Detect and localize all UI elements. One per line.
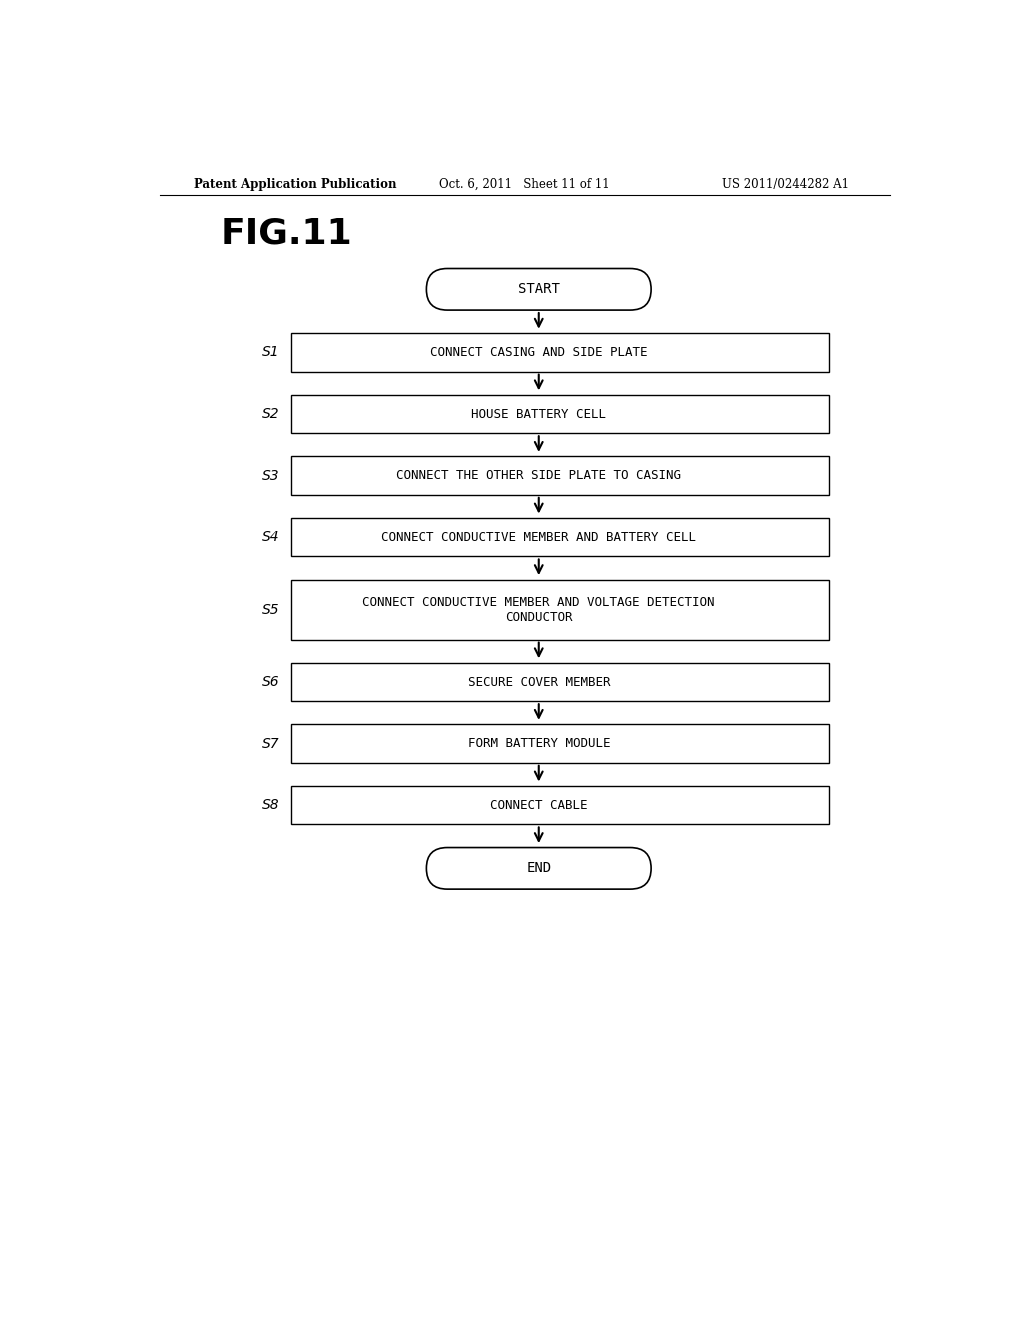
- Text: CONNECT CASING AND SIDE PLATE: CONNECT CASING AND SIDE PLATE: [430, 346, 647, 359]
- Text: Patent Application Publication: Patent Application Publication: [194, 178, 396, 190]
- Text: S4: S4: [261, 531, 280, 544]
- FancyBboxPatch shape: [291, 579, 829, 640]
- Text: SECURE COVER MEMBER: SECURE COVER MEMBER: [468, 676, 610, 689]
- Text: S6: S6: [261, 675, 280, 689]
- FancyBboxPatch shape: [291, 663, 829, 701]
- Text: CONNECT CABLE: CONNECT CABLE: [490, 799, 588, 812]
- FancyBboxPatch shape: [291, 725, 829, 763]
- Text: S8: S8: [261, 799, 280, 812]
- FancyBboxPatch shape: [426, 268, 651, 310]
- Text: S3: S3: [261, 469, 280, 483]
- Text: CONNECT CONDUCTIVE MEMBER AND VOLTAGE DETECTION
CONDUCTOR: CONNECT CONDUCTIVE MEMBER AND VOLTAGE DE…: [362, 595, 715, 623]
- FancyBboxPatch shape: [291, 333, 829, 372]
- FancyBboxPatch shape: [291, 457, 829, 495]
- Text: HOUSE BATTERY CELL: HOUSE BATTERY CELL: [471, 408, 606, 421]
- Text: CONNECT THE OTHER SIDE PLATE TO CASING: CONNECT THE OTHER SIDE PLATE TO CASING: [396, 469, 681, 482]
- Text: S1: S1: [261, 346, 280, 359]
- FancyBboxPatch shape: [291, 785, 829, 825]
- Text: CONNECT CONDUCTIVE MEMBER AND BATTERY CELL: CONNECT CONDUCTIVE MEMBER AND BATTERY CE…: [381, 531, 696, 544]
- Text: FIG.11: FIG.11: [221, 216, 352, 251]
- Text: US 2011/0244282 A1: US 2011/0244282 A1: [722, 178, 849, 190]
- FancyBboxPatch shape: [426, 847, 651, 890]
- Text: END: END: [526, 862, 551, 875]
- Text: START: START: [518, 282, 560, 296]
- FancyBboxPatch shape: [291, 517, 829, 557]
- Text: Oct. 6, 2011   Sheet 11 of 11: Oct. 6, 2011 Sheet 11 of 11: [439, 178, 610, 190]
- Text: FORM BATTERY MODULE: FORM BATTERY MODULE: [468, 737, 610, 750]
- Text: S5: S5: [261, 603, 280, 616]
- Text: S2: S2: [261, 407, 280, 421]
- FancyBboxPatch shape: [291, 395, 829, 433]
- Text: S7: S7: [261, 737, 280, 751]
